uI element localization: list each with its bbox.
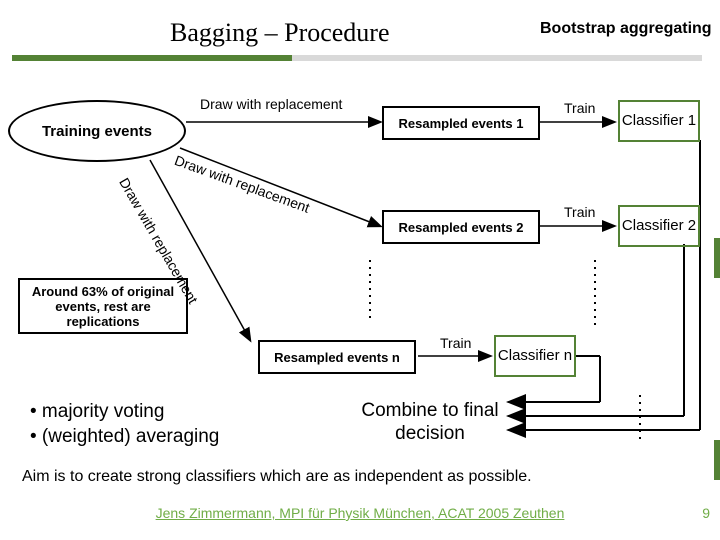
classifier-1-box: Classifier 1 <box>618 100 700 142</box>
resampled-2-box: Resampled events 2 <box>382 210 540 244</box>
classifier-n-box: Classifier n <box>494 335 576 377</box>
train-label-n: Train <box>440 335 471 351</box>
training-events-label: Training events <box>42 123 152 140</box>
page-title: Bagging – Procedure <box>170 18 390 48</box>
combine-weighted: • (weighted) averaging <box>30 425 219 450</box>
subtitle: Bootstrap aggregating <box>540 20 712 38</box>
arrow-label-1: Draw with replacement <box>200 96 342 112</box>
combine-methods: • majority voting • (weighted) averaging <box>30 400 219 449</box>
side-accent-1 <box>714 238 720 278</box>
title-underline-accent <box>12 55 292 61</box>
footer-text: Jens Zimmermann, MPI für Physik München,… <box>0 505 720 521</box>
page-number: 9 <box>702 505 710 521</box>
diagram-arrows <box>0 0 720 540</box>
combine-result: Combine to final decision <box>350 400 510 446</box>
note-box: Around 63% of original events, rest are … <box>18 278 188 334</box>
side-accent-2 <box>714 440 720 480</box>
train-label-1: Train <box>564 100 595 116</box>
training-events-ellipse: Training events <box>8 100 186 162</box>
resampled-n-box: Resampled events n <box>258 340 416 374</box>
aim-text: Aim is to create strong classifiers whic… <box>22 468 532 486</box>
classifier-2-box: Classifier 2 <box>618 205 700 247</box>
resampled-1-box: Resampled events 1 <box>382 106 540 140</box>
combine-majority: • majority voting <box>30 400 219 425</box>
train-label-2: Train <box>564 204 595 220</box>
arrow-label-2: Draw with replacement <box>173 152 312 216</box>
